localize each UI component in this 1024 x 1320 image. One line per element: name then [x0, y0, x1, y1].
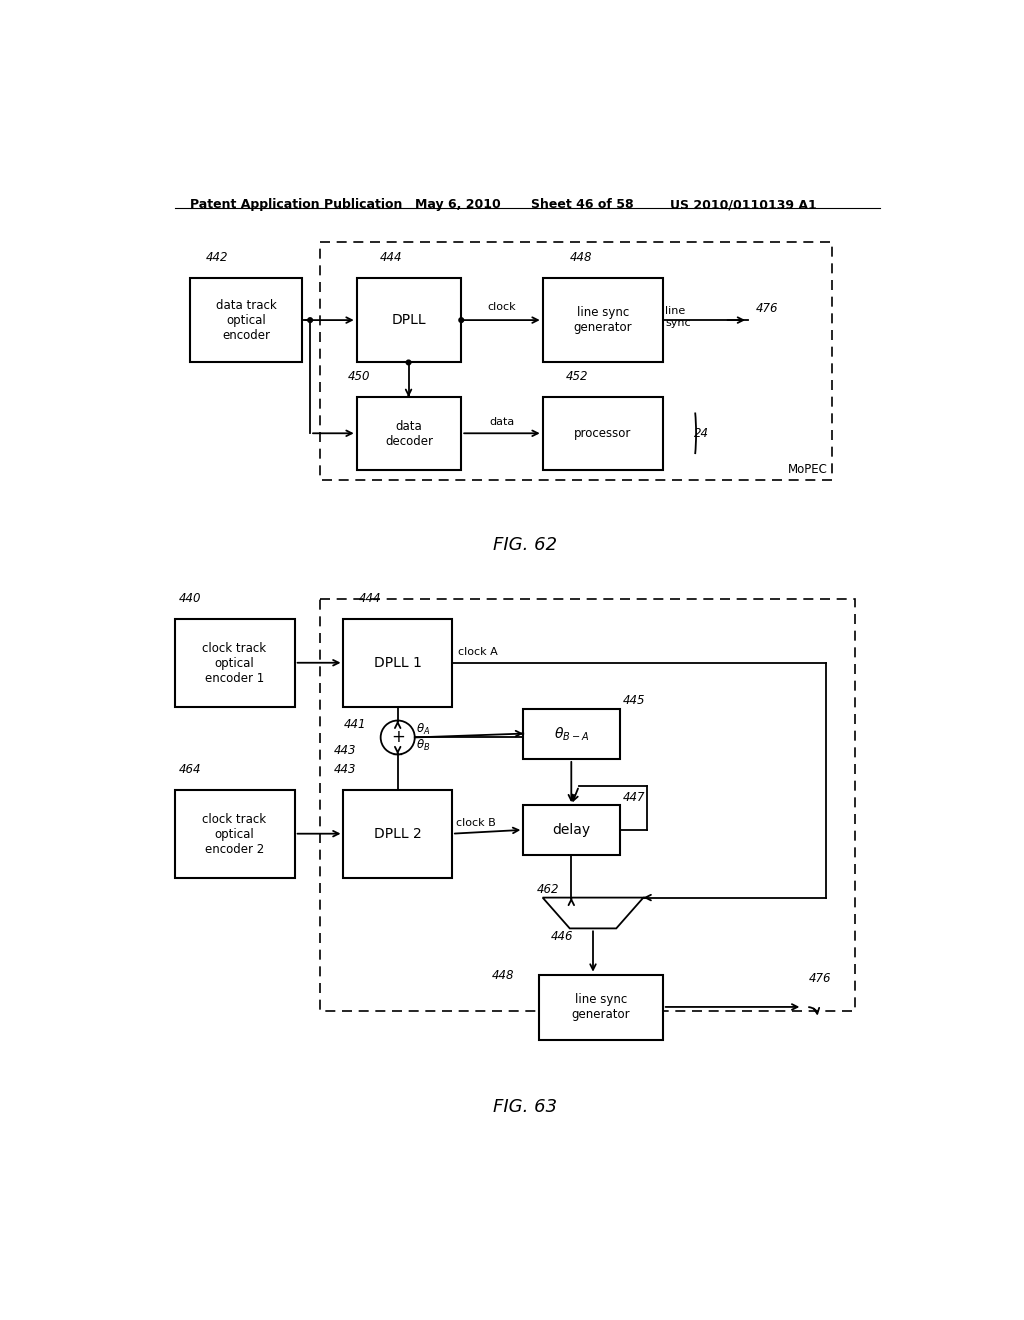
Bar: [356, 397, 461, 470]
Text: −: −: [392, 748, 403, 762]
Text: delay: delay: [553, 824, 591, 837]
Text: 441: 441: [343, 718, 366, 731]
Text: MoPEC: MoPEC: [787, 463, 827, 477]
Text: 448: 448: [569, 251, 592, 264]
Text: 447: 447: [623, 791, 645, 804]
Bar: [356, 277, 461, 363]
Text: clock B: clock B: [456, 817, 496, 828]
Text: US 2010/0110139 A1: US 2010/0110139 A1: [671, 198, 817, 211]
Text: clock: clock: [487, 302, 516, 313]
Text: data track
optical
encoder: data track optical encoder: [216, 298, 276, 342]
Text: $\theta_A$: $\theta_A$: [417, 722, 430, 737]
Bar: [523, 805, 621, 855]
Text: 452: 452: [566, 370, 589, 383]
Text: $\theta_{B-A}$: $\theta_{B-A}$: [554, 725, 589, 743]
Text: 443: 443: [334, 763, 356, 776]
Text: data: data: [488, 417, 514, 428]
Text: 446: 446: [550, 929, 572, 942]
Text: FIG. 63: FIG. 63: [493, 1098, 557, 1115]
Bar: [321, 599, 855, 1011]
Text: DPLL 2: DPLL 2: [374, 828, 422, 841]
Text: +: +: [391, 729, 404, 746]
Text: data
decoder: data decoder: [385, 420, 433, 447]
Bar: [343, 619, 452, 708]
Text: line sync
generator: line sync generator: [573, 306, 632, 334]
Text: clock A: clock A: [458, 647, 498, 656]
Text: clock track
optical
encoder 2: clock track optical encoder 2: [203, 813, 266, 855]
Text: line
sync: line sync: [665, 306, 691, 327]
Circle shape: [308, 318, 312, 322]
Circle shape: [381, 721, 415, 755]
Text: 444: 444: [380, 251, 402, 264]
Text: Sheet 46 of 58: Sheet 46 of 58: [531, 198, 634, 211]
Text: Patent Application Publication: Patent Application Publication: [190, 198, 402, 211]
Bar: [174, 789, 295, 878]
Text: 464: 464: [178, 763, 201, 776]
Circle shape: [459, 318, 464, 322]
Text: DPLL: DPLL: [391, 313, 426, 327]
Text: 450: 450: [347, 370, 370, 383]
Text: 476: 476: [809, 973, 830, 985]
Bar: [190, 277, 302, 363]
Bar: [543, 397, 663, 470]
Text: 462: 462: [537, 883, 559, 896]
Circle shape: [407, 360, 411, 364]
Text: 444: 444: [359, 591, 382, 605]
Bar: [539, 974, 663, 1040]
Text: 443: 443: [334, 744, 356, 758]
Text: DPLL 1: DPLL 1: [374, 656, 422, 671]
Text: 440: 440: [178, 591, 201, 605]
Text: May 6, 2010: May 6, 2010: [415, 198, 501, 211]
Text: processor: processor: [574, 428, 632, 440]
Bar: [523, 709, 621, 759]
Text: $\theta_B$: $\theta_B$: [417, 738, 431, 752]
Text: 448: 448: [493, 969, 515, 982]
Text: 442: 442: [206, 251, 228, 264]
Bar: [343, 789, 452, 878]
Text: clock track
optical
encoder 1: clock track optical encoder 1: [203, 642, 266, 685]
Text: 24: 24: [693, 426, 709, 440]
Bar: [321, 242, 831, 480]
Text: 445: 445: [623, 694, 645, 708]
Text: FIG. 62: FIG. 62: [493, 536, 557, 553]
Bar: [174, 619, 295, 708]
Text: line sync
generator: line sync generator: [571, 994, 630, 1022]
Text: 476: 476: [756, 302, 778, 315]
Polygon shape: [543, 898, 643, 928]
Bar: [543, 277, 663, 363]
